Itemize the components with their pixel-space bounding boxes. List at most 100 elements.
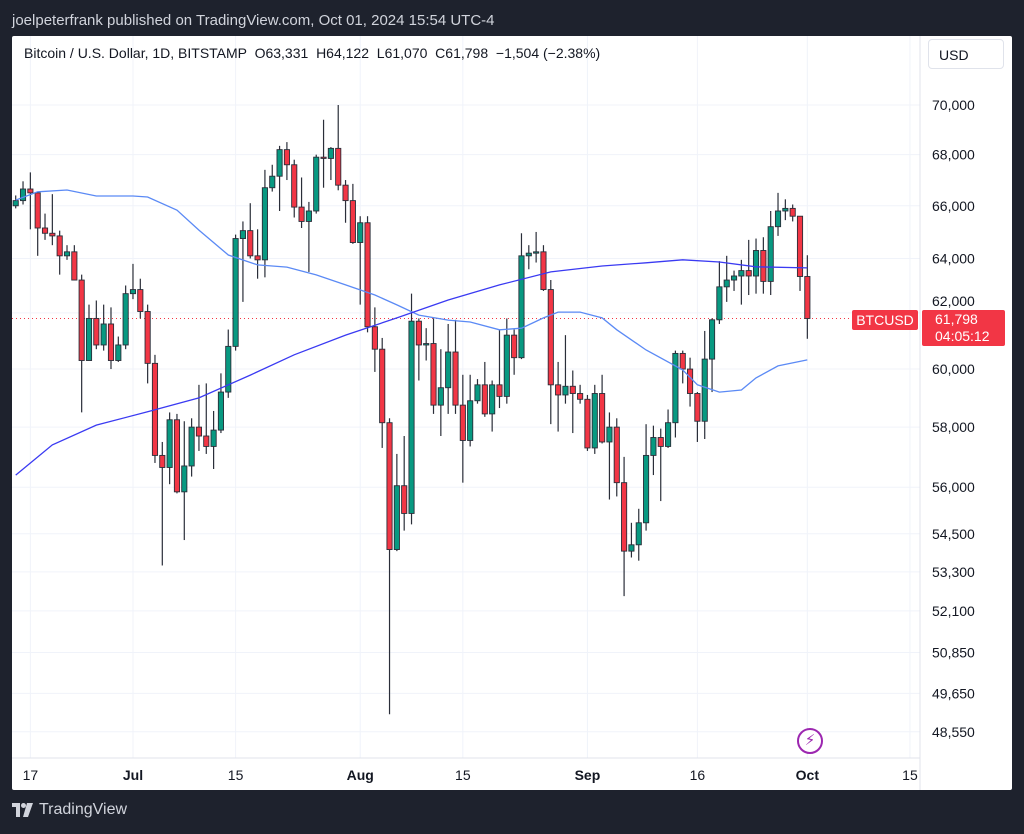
candle[interactable] [467,374,474,447]
candle[interactable] [650,425,657,476]
candle[interactable] [511,329,518,375]
candle[interactable] [100,304,107,351]
candle[interactable] [401,436,408,531]
candle[interactable] [269,164,276,192]
candle[interactable] [584,394,591,451]
candle[interactable] [261,169,268,278]
candle[interactable] [540,245,547,291]
candle[interactable] [247,203,254,259]
candle[interactable] [276,145,283,211]
candle[interactable] [49,194,56,246]
candle[interactable] [12,195,19,209]
candle[interactable] [254,229,261,279]
candle[interactable] [78,274,85,413]
candle[interactable] [423,328,430,361]
candle[interactable] [738,259,745,305]
candle[interactable] [63,245,71,260]
candle[interactable] [85,304,93,361]
candle[interactable] [518,233,525,360]
candle[interactable] [320,119,327,188]
candle[interactable] [56,230,63,275]
candle[interactable] [752,238,760,294]
candle[interactable] [481,361,488,417]
candle[interactable] [760,237,767,294]
candle[interactable] [364,216,371,333]
time-axis[interactable]: 17 Jul 15 Aug 15 Sep 16 Oct 15 [12,757,920,783]
candle[interactable] [437,349,444,437]
candle[interactable] [34,191,41,256]
candle[interactable] [547,280,554,425]
candle[interactable] [393,453,400,552]
candle[interactable] [569,370,576,434]
candle[interactable] [796,215,804,291]
candle[interactable] [107,307,115,370]
candle[interactable] [804,255,811,339]
candle[interactable] [137,278,144,319]
candle[interactable] [555,361,562,432]
candle[interactable] [379,337,386,448]
candle[interactable] [129,263,137,300]
candle[interactable] [606,412,613,500]
candle[interactable] [41,213,49,240]
candle[interactable] [533,231,540,263]
candle[interactable] [459,374,466,483]
currency-button[interactable]: USD [928,39,1004,69]
candle[interactable] [782,199,789,221]
candle[interactable] [745,239,752,296]
candle[interactable] [298,177,305,228]
candle[interactable] [774,192,782,236]
candle[interactable] [342,180,349,223]
candle[interactable] [283,142,290,181]
footer-brand[interactable]: TradingView [12,801,127,819]
candle[interactable] [430,318,437,414]
candle[interactable] [386,418,393,715]
candle[interactable] [665,409,672,448]
candle[interactable] [71,245,78,281]
candle[interactable] [349,183,356,244]
price-axis[interactable]: 70,000 68,000 66,000 64,000 62,000 60,000 58,0… [919,36,975,790]
candle[interactable] [159,441,166,566]
candle[interactable] [19,181,27,205]
candle[interactable] [232,234,239,351]
candle[interactable] [657,428,664,502]
chart-panel[interactable] [12,36,1012,790]
candle[interactable] [144,304,151,384]
candle[interactable] [210,410,217,469]
candle[interactable] [709,318,716,393]
candle[interactable] [452,319,459,414]
candle[interactable] [93,300,100,350]
candle[interactable] [562,335,569,404]
candle[interactable] [357,216,364,305]
candle[interactable] [474,379,481,404]
candle[interactable] [613,418,620,497]
candle[interactable] [730,270,738,291]
lightning-bolt-icon[interactable]: ⚡︎ [797,728,823,754]
candle[interactable] [621,456,628,597]
candle[interactable] [496,329,503,409]
candle[interactable] [643,424,650,531]
candle[interactable] [195,384,203,451]
candle[interactable] [591,384,598,454]
candle[interactable] [27,172,34,230]
candle[interactable] [577,384,584,404]
candle[interactable] [716,261,723,324]
candle[interactable] [599,374,606,444]
candle[interactable] [445,323,452,414]
candle[interactable] [489,380,496,432]
candle[interactable] [115,336,122,362]
candle[interactable] [313,154,320,214]
candle[interactable] [679,350,686,384]
candle[interactable] [408,293,415,525]
candle[interactable] [166,412,173,485]
candle[interactable] [525,245,532,270]
candle[interactable] [789,204,796,222]
candle[interactable] [239,221,246,302]
candle[interactable] [767,210,774,296]
candle[interactable] [181,421,188,541]
candle[interactable] [188,418,195,477]
candle[interactable] [635,508,642,561]
plot-area[interactable] [12,105,920,715]
candle[interactable] [327,147,334,181]
candle[interactable] [701,330,708,439]
